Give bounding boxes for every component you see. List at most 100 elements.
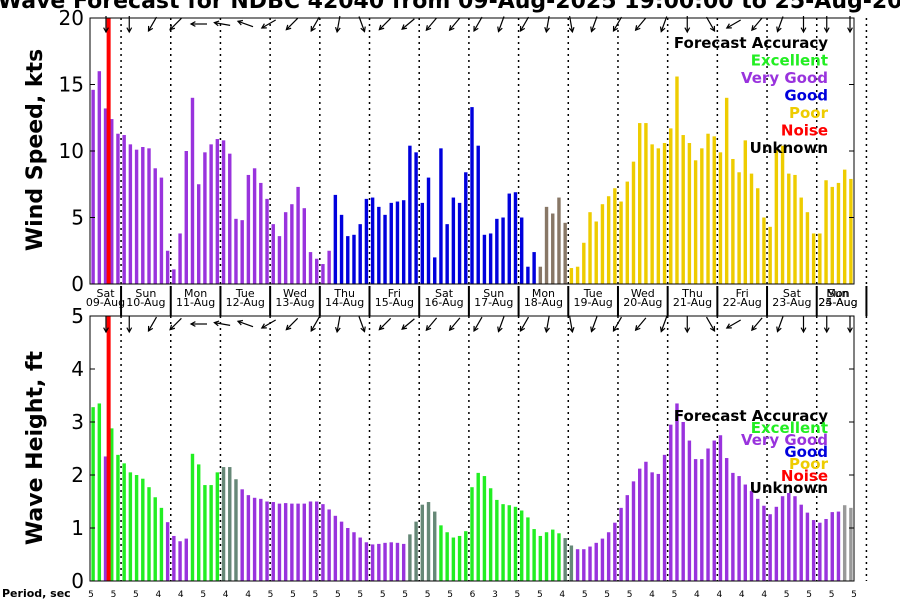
wave-bar — [557, 533, 561, 581]
wind-bar — [116, 133, 120, 284]
wave-bar — [277, 503, 282, 581]
wind-bar — [600, 204, 605, 284]
period-value: 3 — [492, 590, 498, 600]
wind-bar — [762, 217, 766, 284]
wind-bar — [631, 161, 636, 284]
wave-bar — [743, 484, 748, 581]
day-of-week-label: Sat — [435, 287, 454, 300]
wind-tick-label: 10 — [59, 139, 84, 163]
wind-arrow-icon — [497, 16, 505, 33]
wave-bar — [234, 479, 238, 581]
wind-y-ticks: 0 5 10 15 20 — [59, 6, 854, 296]
period-values: 5 5 5 4 4 5 4 4 5 5 5 5 5 5 5 5 5 6 3 5 5 4 5 5 5 4 5 4 4 4 4 5 5 5 5 — [88, 590, 857, 600]
wind-bar — [141, 147, 145, 284]
wind-arrow-icon — [260, 19, 276, 29]
wave-arrow-icon — [126, 316, 133, 334]
wave-bar — [327, 509, 331, 581]
wave-bar — [606, 532, 611, 581]
period-value: 4 — [245, 590, 251, 600]
wind-bar — [724, 97, 729, 284]
wind-bar — [321, 264, 325, 284]
wave-bar — [252, 497, 257, 581]
day-of-week-label: Fri — [388, 287, 401, 300]
period-value: 5 — [447, 590, 453, 600]
wind-bar — [712, 136, 716, 284]
wave-arrow-icon — [285, 317, 299, 331]
day-of-week-label: Sat — [97, 287, 116, 300]
wave-bar — [153, 497, 157, 581]
wind-bar — [352, 234, 356, 284]
wind-bar — [364, 198, 369, 284]
wind-bar — [433, 257, 437, 284]
wind-arrow-icon — [823, 16, 830, 34]
period-value: 5 — [133, 590, 139, 600]
wave-bar — [221, 467, 226, 581]
wave-bar — [209, 485, 213, 581]
wind-bar — [377, 206, 381, 284]
wave-plot-frame — [89, 315, 855, 582]
wind-bar — [308, 252, 313, 284]
wave-bar — [414, 521, 418, 581]
wave-bar — [290, 503, 294, 581]
wave-bar — [302, 503, 306, 581]
wind-bar — [228, 153, 232, 284]
wind-bar — [836, 182, 841, 284]
day-of-week-label: Sun — [135, 287, 156, 300]
period-value: 5 — [515, 590, 521, 600]
wind-legend-entry: Poor — [789, 104, 829, 122]
wave-bar — [91, 407, 95, 581]
wind-tick-label: 20 — [59, 6, 84, 30]
wave-bar — [97, 403, 102, 581]
wind-bar — [184, 151, 188, 284]
date-label: 18-Aug — [524, 296, 563, 309]
wave-bar — [321, 504, 325, 581]
wave-arrow-icon — [378, 317, 392, 331]
wave-bar — [644, 461, 648, 581]
day-of-week-label: Sun — [483, 287, 504, 300]
wave-bar — [215, 472, 220, 581]
wind-bar — [613, 188, 617, 284]
wave-bar — [122, 463, 126, 581]
wave-bar — [228, 467, 232, 581]
wave-arrow-icon — [751, 317, 763, 332]
wave-bar — [824, 518, 828, 581]
wind-legend-entry: Excellent — [751, 52, 828, 70]
period-value: 5 — [537, 590, 543, 600]
wind-bar — [513, 192, 518, 284]
wind-bar — [501, 217, 505, 284]
wind-bar — [768, 226, 772, 284]
period-value: 4 — [716, 590, 722, 600]
wind-legend-entry: Very Good — [741, 69, 828, 87]
wind-bar — [401, 200, 406, 284]
wind-y-axis-label: Wind Speed, kts — [23, 49, 48, 251]
wave-bar — [296, 503, 300, 581]
wind-arrow-icon — [568, 16, 575, 34]
wave-arrow-icon — [497, 316, 505, 333]
wave-arrow-icon — [705, 316, 716, 333]
wind-bar — [283, 212, 288, 284]
wave-bar — [675, 403, 679, 581]
wave-bar — [538, 535, 543, 581]
wave-arrow-icon — [612, 316, 623, 333]
wave-y-axis-label: Wave Height, ft — [23, 350, 48, 545]
wave-bar — [849, 507, 853, 581]
wind-bar — [196, 184, 201, 284]
wave-arrow-icon — [260, 319, 276, 329]
wind-bar — [221, 140, 226, 284]
wave-bar — [569, 545, 574, 581]
wave-bar — [842, 505, 847, 581]
period-value: 5 — [268, 590, 274, 600]
wave-arrow-icon — [334, 316, 341, 334]
wind-direction-arrows — [103, 16, 853, 34]
wave-bar — [793, 496, 797, 581]
wave-bar — [346, 528, 350, 581]
day-of-week-label: Fri — [736, 287, 749, 300]
wave-arrow-icon — [544, 316, 550, 334]
wind-bar — [706, 133, 710, 284]
wind-legend-entry: Noise — [781, 122, 828, 140]
wind-bar — [656, 148, 661, 284]
date-label: 14-Aug — [325, 296, 364, 309]
wave-tick-label: 3 — [71, 410, 84, 434]
wave-bar — [700, 459, 704, 581]
wave-bar — [110, 428, 114, 581]
